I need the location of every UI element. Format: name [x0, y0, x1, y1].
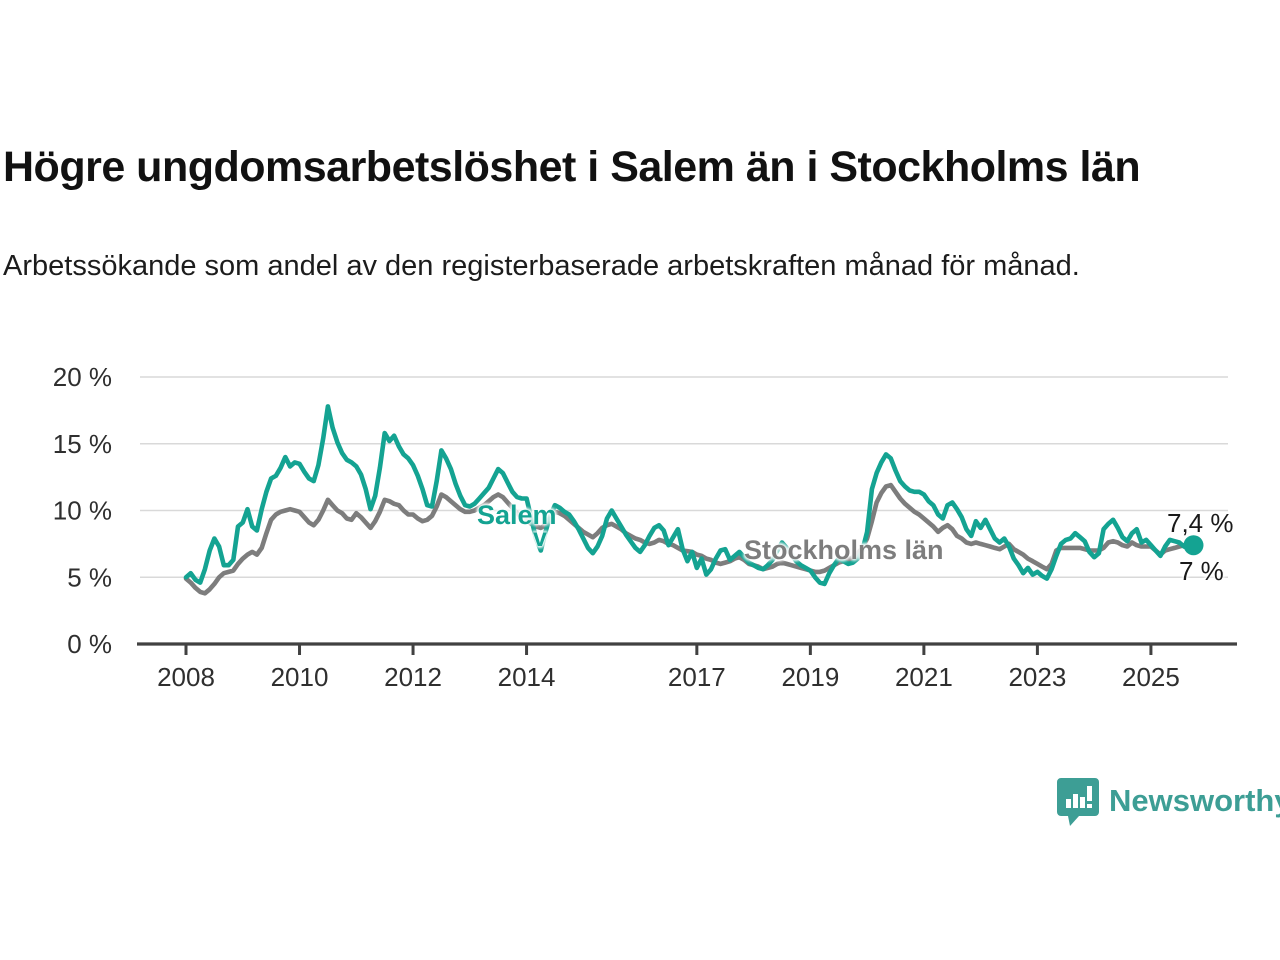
page-title: Högre ungdomsarbetslöshet i Salem än i S…: [3, 143, 1141, 191]
page-subtitle: Arbetssökande som andel av den registerb…: [3, 250, 1080, 282]
x-axis-tick-label: 2023: [1008, 662, 1066, 692]
x-axis-tick-label: 2010: [271, 662, 329, 692]
y-axis-tick-label: 10 %: [53, 496, 112, 526]
x-axis-tick-label: 2008: [157, 662, 215, 692]
y-axis-tick-label: 5 %: [67, 562, 112, 592]
x-axis-tick-label: 2025: [1122, 662, 1180, 692]
series-label-stockholms-lan: Stockholms län: [744, 535, 944, 565]
y-axis-tick-label: 15 %: [53, 429, 112, 459]
series-label-salem: Salem: [477, 500, 557, 530]
y-axis-tick-label: 20 %: [53, 362, 112, 392]
series-label-salem-caret: v: [533, 524, 547, 552]
x-axis-tick-label: 2021: [895, 662, 953, 692]
end-dot-salem: [1183, 535, 1204, 556]
newsworthy-brand-name: Newsworthy: [1109, 783, 1280, 818]
x-axis-tick-label: 2017: [668, 662, 726, 692]
line-salem: [183, 404, 1196, 587]
newsworthy-logo-icon: [1057, 778, 1099, 826]
end-value-stockholms-lan: 7 %: [1179, 556, 1224, 586]
x-axis-tick-label: 2019: [781, 662, 839, 692]
x-axis-tick-label: 2014: [498, 662, 556, 692]
newsworthy-brand: Newsworthy: [1057, 775, 1280, 827]
end-value-salem: 7,4 %: [1167, 508, 1234, 538]
x-axis-tick-label: 2012: [384, 662, 442, 692]
y-axis-tick-label: 0 %: [67, 629, 112, 659]
